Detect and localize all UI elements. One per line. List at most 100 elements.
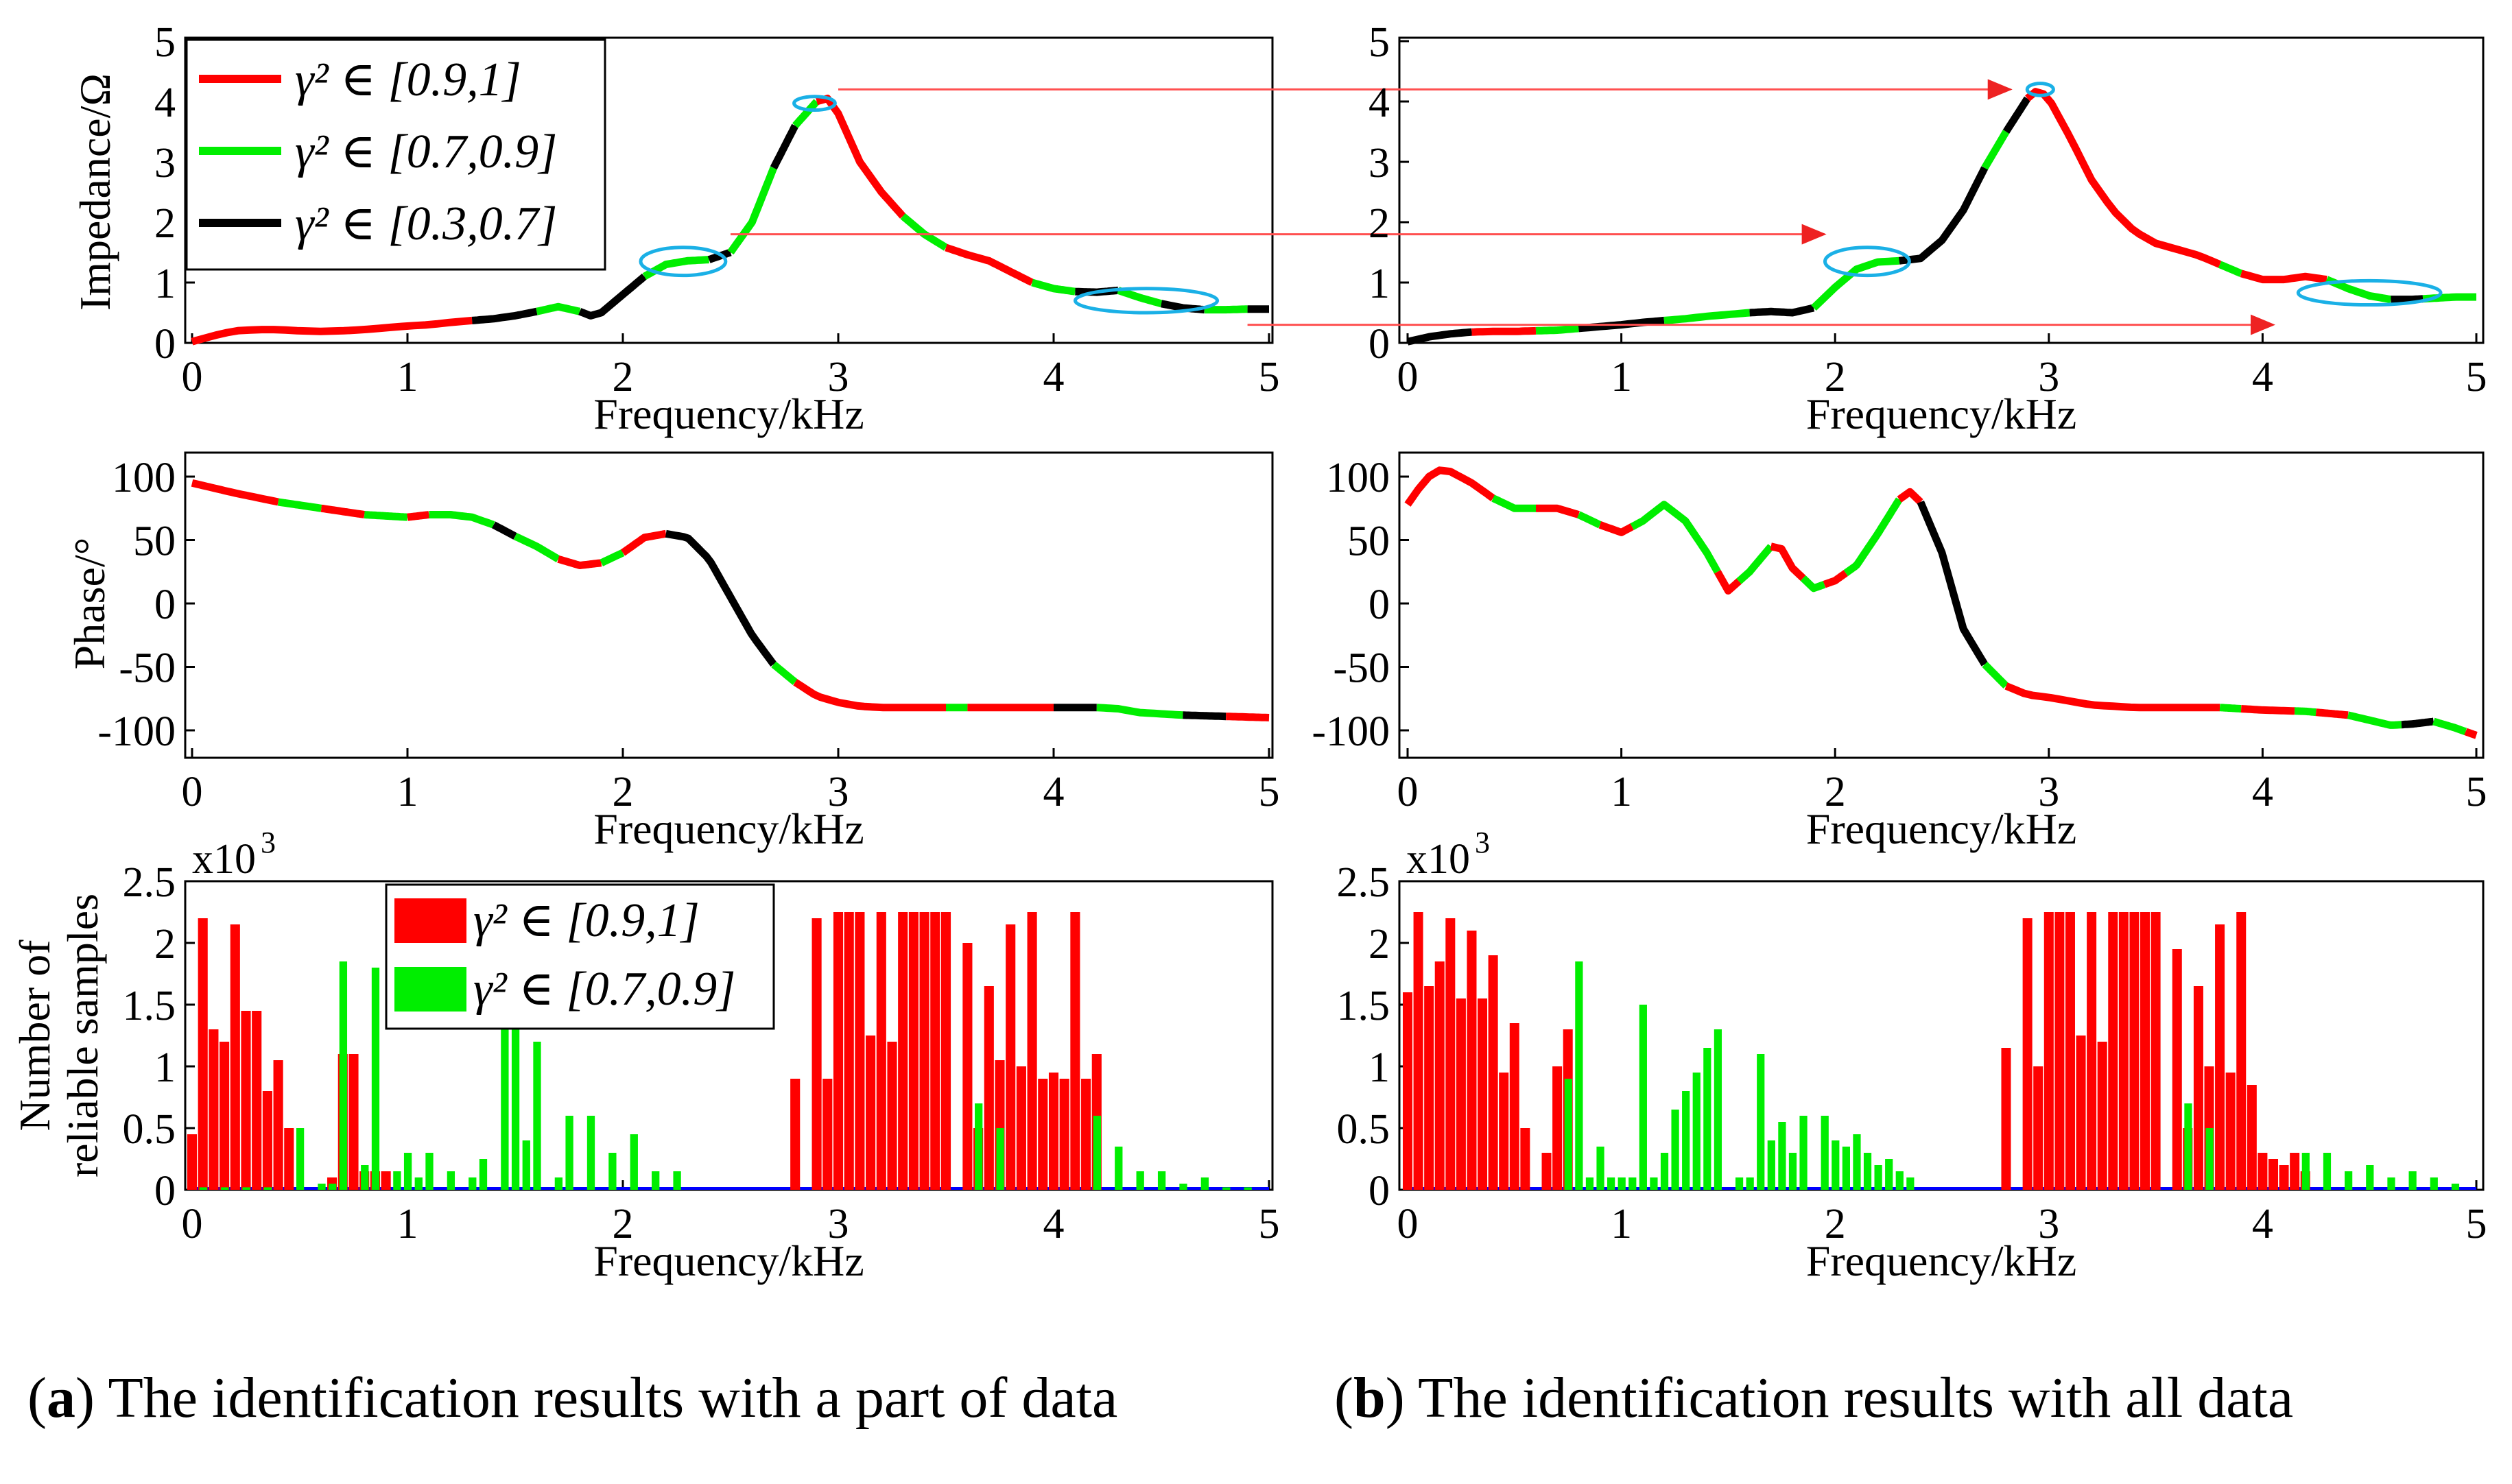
b_samples-bar-green [1671,1110,1679,1190]
b_samples-bar-red [1445,918,1456,1190]
a_samples-bar-green [318,1184,326,1190]
b_samples-bar-green [1596,1147,1604,1190]
b_samples-bar-red [2140,912,2150,1190]
a_samples-xtick-label: 1 [397,1201,418,1247]
b_samples-bar-green [1832,1140,1840,1190]
b_impedance-series-low [2002,96,2031,134]
b_samples-bar-red [2279,1165,2289,1190]
a_impedance-series-mid [727,166,777,255]
b_impedance-series-mid [2325,276,2392,304]
a_samples-ylabel-line2: reliable samples [58,894,107,1177]
a_phase-xtick-label: 0 [182,769,203,815]
b_phase-series-high [1404,466,1495,507]
b_samples-bar-green [2430,1177,2438,1190]
impedance-legend: γ² ∈ [0.9,1] γ² ∈ [0.7,0.9] γ² ∈ [0.3,0.7] [185,38,606,271]
b_phase-series-high [2004,682,2220,712]
b_phase-series-mid [1982,661,2009,689]
a_samples-bar-green [511,1029,520,1190]
b_samples-bar-red [2054,912,2065,1190]
a_phase-series-low [490,521,519,540]
b_impedance-series-mid [2216,261,2244,277]
b_samples-bar-red [2118,912,2129,1190]
a_impedance-series-mid [792,99,820,129]
a_samples-bar-green [339,961,348,1190]
a_samples-bar-green [586,1116,595,1190]
a_phase-series-low [665,529,777,667]
b_phase-series-mid [2346,711,2404,729]
samples-legend-label: γ² ∈ [0.9,1] [473,894,700,947]
b_impedance-series-low [1406,328,1473,346]
b_phase-series-mid [2431,717,2468,736]
b_samples-bar-green [1564,1079,1572,1190]
b_samples-bar-red [2097,1042,2107,1190]
a_samples-scale-exp: 3 [261,826,276,859]
b_impedance-frame [1398,36,2485,344]
b_impedance-xtick-label: 0 [1397,354,1419,400]
b_impedance-xtick-label: 3 [2038,354,2059,400]
b_samples-xtick-label: 0 [1397,1201,1419,1247]
b_phase-ytick-label: -50 [1333,645,1390,692]
b_impedance-series-high [2025,88,2222,268]
a_samples-bar-red [1059,1079,1069,1190]
plot-areas [184,36,2485,1191]
a_samples-bar-green [996,1128,1004,1190]
b_samples-bar-green [1692,1073,1701,1190]
a_samples-bar-green [554,1177,563,1190]
b_phase-series-high [1597,521,1635,536]
a_samples-bar-red [198,918,208,1190]
b_samples-xtick-label: 4 [2252,1201,2273,1247]
b_samples-bar-green [1842,1147,1850,1190]
a_phase-frame [184,451,1274,759]
b_samples-bar-red [2043,912,2054,1190]
a_impedance-series-low [578,274,647,320]
b_samples-bar-green [2184,1103,2192,1190]
a_samples-bar-red [866,1036,876,1190]
a_impedance-ytick-label: 2 [154,200,176,247]
b_samples-bar-red [1520,1128,1530,1190]
a_phase-xtick-label: 4 [1043,769,1065,815]
b_samples-bar-green [1575,961,1583,1190]
b_impedance-xtick-label: 4 [2252,354,2273,400]
a_samples-bar-green [371,968,380,1190]
b_phase-series-mid [2216,704,2244,713]
b_samples-bar-green [1778,1122,1786,1190]
b_phase-ytick-label: 50 [1347,518,1390,565]
a_phase-series-high [556,555,604,569]
a_samples-bar-red [919,912,929,1190]
a_samples-bar-green [296,1128,305,1190]
b_samples-bar-red [1424,986,1434,1190]
b_phase-series-high [1896,488,1923,505]
b_samples-bar-green [1863,1153,1872,1190]
a_phase-ytick-label: -50 [119,645,176,692]
a_samples-bar-green [1157,1171,1166,1190]
b_samples-bar-green [1703,1048,1711,1190]
samples-legend-swatch [394,967,466,1012]
a_samples-ytick-label: 1.5 [123,983,176,1029]
a_samples-bar-red [1070,912,1080,1190]
b_samples-bar-green [1767,1140,1775,1190]
a_impedance-xtick-label: 2 [613,354,634,400]
b_samples-bar-red [1541,1153,1552,1190]
a_samples-bar-green [403,1153,412,1190]
b_samples-bar-green [1639,1005,1647,1190]
b_impedance-series-low [1749,304,1815,317]
b_samples-bar-green [1714,1029,1722,1190]
b_samples-bar-red [2087,912,2097,1190]
a_samples-bar-red [1016,1066,1026,1190]
b_phase-xtick-label: 1 [1611,769,1632,815]
a_phase-series-mid [276,498,324,512]
b_samples-bar-red [2022,918,2033,1190]
b_samples-ytick-label: 2.5 [1337,859,1390,906]
a_samples-xtick-label: 4 [1043,1201,1065,1247]
legend-label: γ² ∈ [0.9,1] [295,53,521,106]
b_impedance-xtick-label: 1 [1611,354,1632,400]
b_samples-bar-red [1467,931,1477,1190]
a_samples-bar-red [962,943,973,1190]
b_samples-bar-green [2205,1128,2214,1190]
b_samples-bar-red [1434,961,1445,1190]
a_samples-bar-green [652,1171,660,1190]
a_impedance-series-mid [1030,278,1078,296]
b_samples-scale-exp: 3 [1475,826,1490,859]
a_samples-bar-green [242,1187,250,1190]
